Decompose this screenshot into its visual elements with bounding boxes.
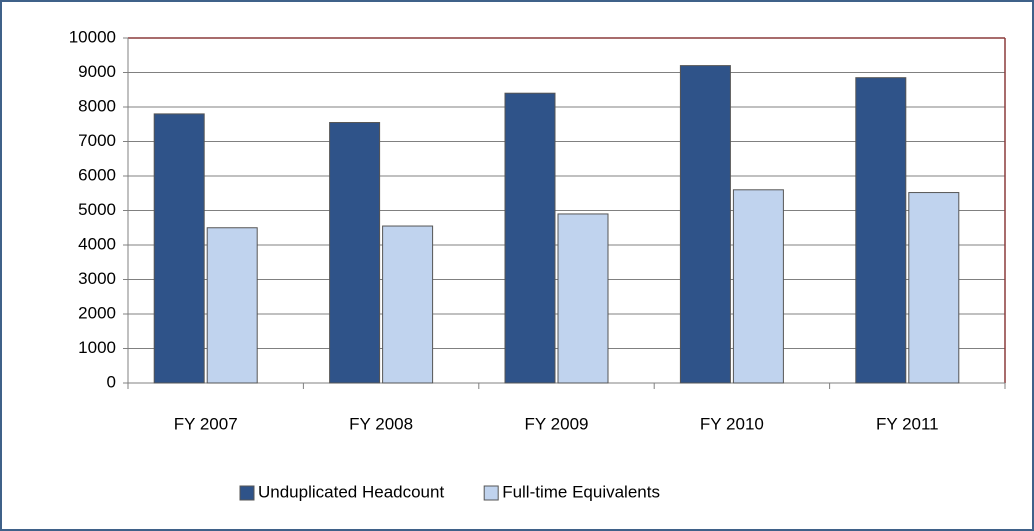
legend-swatch [483, 485, 499, 501]
y-tick-label: 4000 [78, 234, 116, 253]
legend-label: Full-time Equivalents [502, 482, 660, 501]
y-tick-label: 5000 [78, 200, 116, 219]
bar [908, 192, 960, 384]
legend-swatch [239, 485, 255, 501]
legend-label: Unduplicated Headcount [258, 482, 444, 501]
bar [557, 213, 609, 384]
bar [329, 122, 381, 384]
x-tick-label: FY 2007 [174, 414, 238, 433]
y-tick-label: 9000 [78, 62, 116, 81]
y-tick-label: 2000 [78, 303, 116, 322]
y-tick-label: 1000 [78, 338, 116, 357]
y-tick-label: 7000 [78, 131, 116, 150]
x-tick-label: FY 2008 [349, 414, 413, 433]
bar [153, 113, 205, 384]
bar [206, 227, 258, 384]
x-tick-label: FY 2009 [525, 414, 589, 433]
bar [732, 189, 784, 384]
bar [382, 225, 434, 384]
bar [504, 92, 556, 384]
bar [855, 77, 907, 384]
y-tick-label: 6000 [78, 165, 116, 184]
y-tick-label: 10000 [69, 27, 116, 46]
y-tick-label: 0 [107, 372, 116, 391]
x-tick-label: FY 2011 [876, 414, 939, 433]
bar [679, 65, 731, 384]
y-tick-label: 8000 [78, 96, 116, 115]
x-tick-label: FY 2010 [700, 414, 764, 433]
y-tick-label: 3000 [78, 269, 116, 288]
